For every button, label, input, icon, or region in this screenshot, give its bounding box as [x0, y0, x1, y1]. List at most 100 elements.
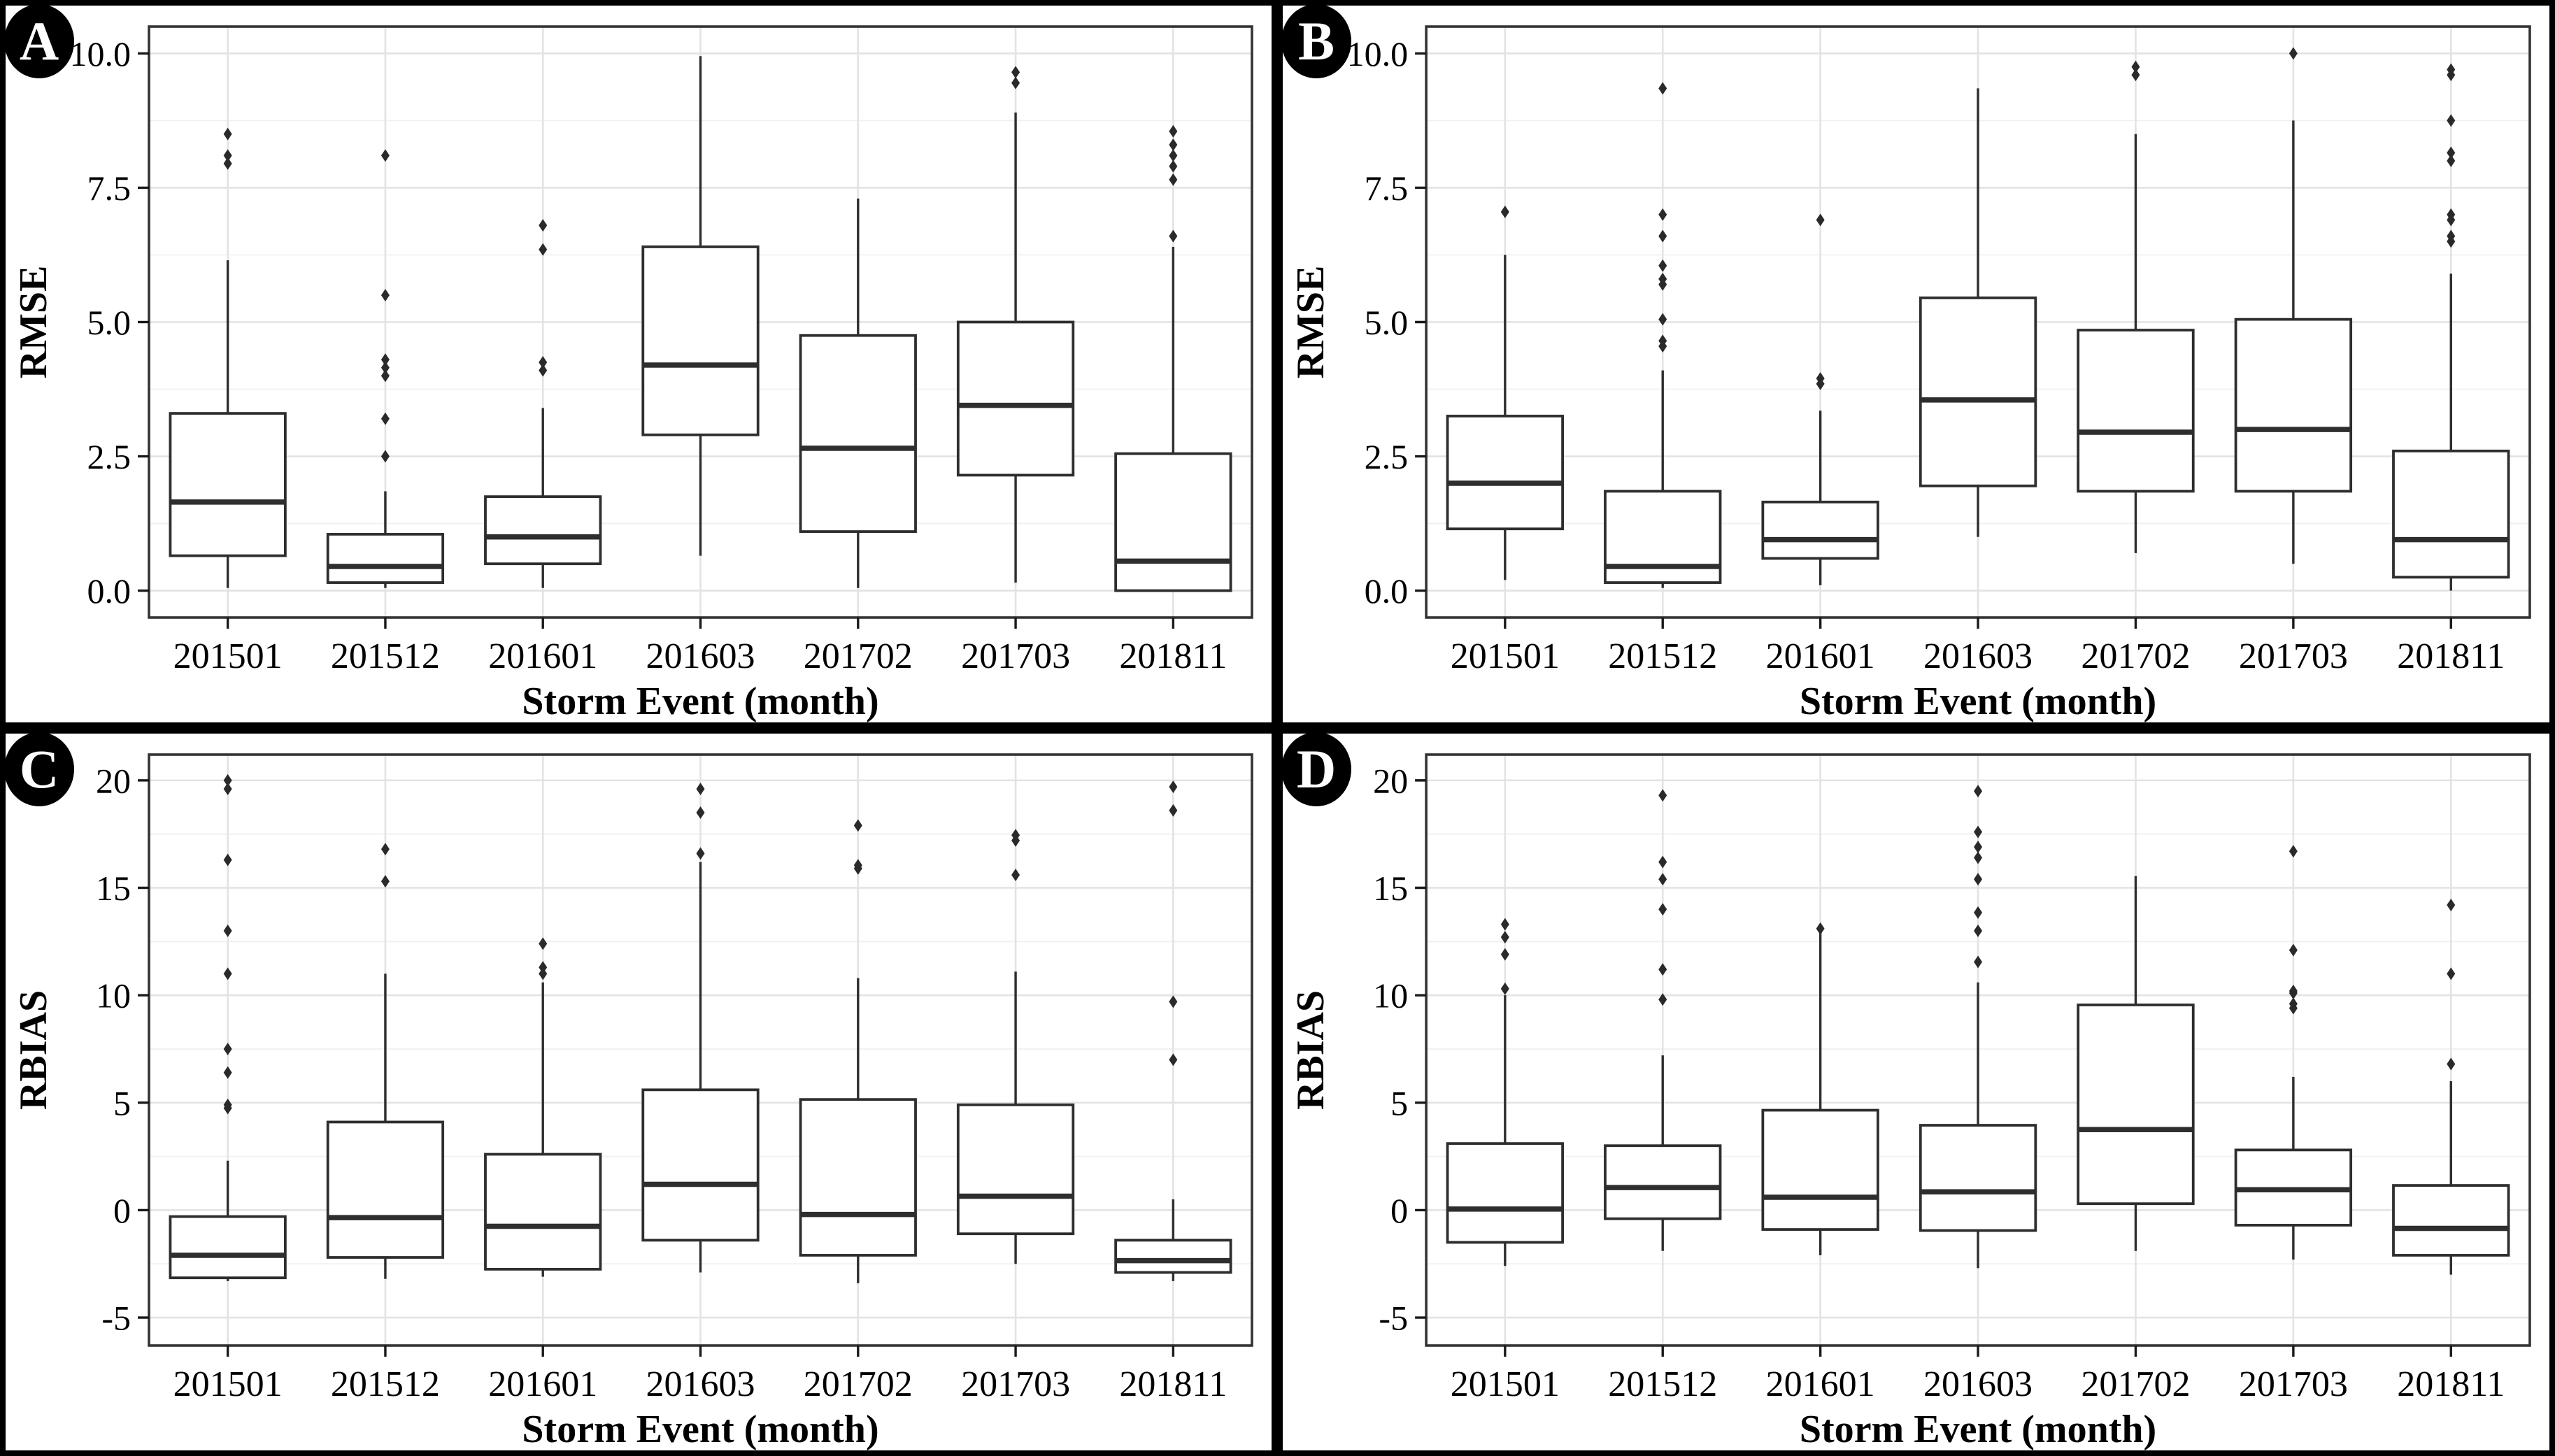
x-axis-title: Storm Event (month)	[522, 680, 878, 722]
outlier-point	[1011, 66, 1020, 79]
x-tick-label: 201512	[331, 636, 440, 676]
outlier-point	[380, 149, 390, 162]
y-tick-label: 0	[113, 1191, 131, 1230]
outlier-point	[1169, 173, 1178, 186]
iqr-box	[1919, 297, 2037, 487]
iqr-box	[2077, 329, 2195, 493]
iqr-box	[169, 1215, 287, 1280]
outlier-point	[2447, 1057, 2456, 1071]
y-tick-label: 5	[1390, 1083, 1408, 1122]
outlier-point	[1816, 922, 1825, 935]
outlier-point	[539, 967, 548, 980]
outlier-point	[1658, 259, 1667, 272]
outlier-point	[2289, 47, 2298, 60]
x-tick-label: 201811	[1119, 1364, 1227, 1404]
y-axis-title: RBIAS	[1289, 990, 1332, 1110]
outlier-point	[223, 1042, 232, 1055]
iqr-box	[1446, 1142, 1564, 1244]
x-axis: 201501 201512 201601 201603 201702 201703 2018…	[1451, 1346, 2505, 1404]
y-tick-label: 0	[1390, 1191, 1408, 1230]
x-tick-label: 201702	[2081, 1364, 2190, 1404]
y-tick-label: 0.0	[87, 571, 131, 611]
boxplot-svg-C: -5 0 5 10 15 20 201501 201512 201601 201603 201702…	[12, 753, 1253, 1450]
outlier-point	[2447, 155, 2456, 168]
outlier-point	[1658, 789, 1667, 802]
outlier-point	[2447, 114, 2456, 127]
outlier-point	[1500, 206, 1509, 219]
y-tick-label: 2.5	[87, 437, 131, 476]
outlier-point	[1974, 841, 1983, 854]
boxplot-201512	[1604, 82, 1722, 588]
panel-c-badge: C	[6, 734, 74, 806]
x-tick-label: 201811	[2397, 636, 2505, 676]
x-tick-label: 201501	[173, 636, 283, 676]
x-tick-label: 201703	[2239, 1364, 2348, 1404]
iqr-box	[2077, 1004, 2195, 1206]
panel-b-chart: 0.0 2.5 5.0 7.5 10.0 201501 201512 201601 201603…	[1283, 6, 2549, 722]
panel-a-chart: 0.0 2.5 5.0 7.5 10.0 201501 201512 201601 201603…	[6, 6, 1272, 722]
y-tick-label: 10.0	[1347, 34, 1409, 73]
outlier-point	[1658, 273, 1667, 286]
outlier-point	[223, 773, 232, 787]
outlier-point	[380, 450, 390, 463]
iqr-box	[1761, 1108, 1879, 1231]
y-tick-label: 15	[96, 869, 131, 908]
outlier-point	[2289, 997, 2298, 1011]
panel-a: A 0.0 2.5 5.0 7.5 10.0 201501 201512 201601 2016…	[0, 0, 1277, 728]
y-tick-label: 10	[96, 976, 131, 1015]
outlier-point	[2447, 967, 2456, 980]
panel-d: D -5 0 5 10 15 20 201501 201512 201601 201603 2017…	[1277, 728, 2555, 1456]
outlier-point	[380, 875, 390, 888]
y-tick-label: 15	[1373, 869, 1408, 908]
boxplot-201501	[1446, 918, 1564, 1266]
outlier-point	[223, 157, 232, 170]
boxplot-201603	[641, 56, 760, 556]
x-tick-label: 201601	[488, 1364, 597, 1404]
x-tick-label: 201603	[1923, 636, 2033, 676]
iqr-box	[799, 334, 917, 533]
x-tick-label: 201811	[2397, 1364, 2505, 1404]
y-tick-label: 20	[96, 761, 131, 800]
outlier-point	[223, 853, 232, 866]
outlier-point	[1011, 829, 1020, 842]
outlier-point	[223, 1098, 232, 1111]
x-tick-label: 201811	[1119, 636, 1227, 676]
y-tick-label: 5.0	[87, 303, 131, 342]
iqr-box	[1604, 1144, 1722, 1220]
iqr-box	[1114, 452, 1232, 592]
outlier-point	[1169, 995, 1178, 1008]
outlier-point	[1658, 855, 1667, 869]
outlier-point	[1658, 963, 1667, 976]
boxplot-201811	[1114, 780, 1232, 1281]
x-tick-label: 201601	[488, 636, 597, 676]
y-axis: -5 0 5 10 15 20	[96, 761, 149, 1338]
outlier-point	[539, 243, 548, 256]
boxplot-201512	[326, 843, 445, 1279]
boxplot-201811	[1114, 124, 1232, 592]
boxplot-201702	[799, 819, 917, 1283]
iqr-box	[2392, 449, 2510, 579]
boxplot-201601	[484, 937, 602, 1277]
outlier-point	[1169, 229, 1178, 243]
x-tick-label: 201601	[1766, 636, 1875, 676]
boxplot-201601	[1761, 213, 1879, 585]
x-tick-label: 201703	[961, 636, 1070, 676]
y-axis: 0.0 2.5 5.0 7.5 10.0	[70, 34, 149, 611]
y-axis-title: RBIAS	[12, 990, 55, 1110]
boxplot-201703	[2234, 47, 2353, 564]
x-axis-title: Storm Event (month)	[522, 1408, 878, 1450]
x-axis: 201501 201512 201601 201603 201702 201703 2018…	[173, 618, 1227, 676]
outlier-point	[1974, 924, 1983, 937]
boxplot-201811	[2392, 63, 2510, 591]
x-axis: 201501 201512 201601 201603 201702 201703 2018…	[173, 1346, 1227, 1404]
outlier-point	[1500, 948, 1509, 961]
x-tick-label: 201512	[1608, 636, 1717, 676]
iqr-box	[326, 533, 445, 584]
outlier-point	[1169, 780, 1178, 794]
outlier-point	[1816, 372, 1825, 385]
boxplot-201702	[799, 198, 917, 588]
outlier-point	[223, 967, 232, 980]
x-tick-label: 201603	[646, 636, 755, 676]
outlier-point	[1169, 138, 1178, 151]
boxplot-201601	[484, 219, 602, 588]
